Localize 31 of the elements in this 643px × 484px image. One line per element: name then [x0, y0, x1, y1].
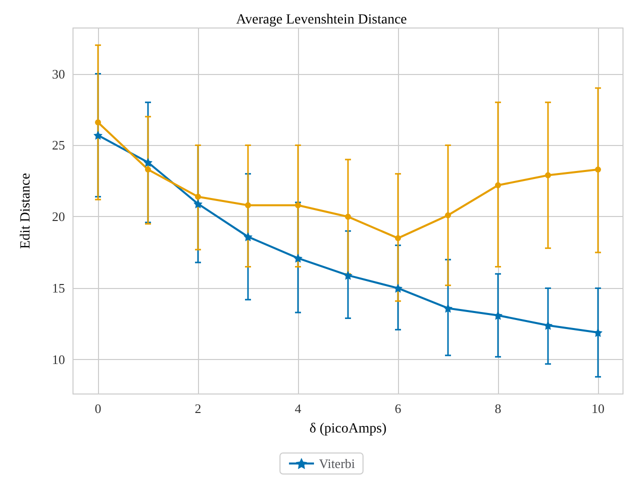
point	[244, 232, 252, 242]
y-tick-label: 20	[52, 209, 65, 224]
x-axis-title: δ (picoAmps)	[310, 422, 387, 436]
chart-title: Average Levenshtein Distance	[236, 12, 407, 28]
point	[95, 119, 101, 126]
x-tick-label: 2	[194, 401, 202, 416]
y-tick-label: 10	[52, 352, 65, 368]
legend-label: Viterbi	[318, 456, 356, 471]
y-tick-label: 25	[52, 138, 65, 153]
point	[395, 235, 401, 242]
y-tick-label: 15	[52, 280, 65, 296]
point	[445, 212, 451, 218]
point	[245, 202, 251, 208]
point	[595, 166, 601, 173]
x-tick-label: 0	[94, 401, 102, 416]
point	[495, 182, 501, 188]
y-tick-label: 30	[52, 66, 65, 82]
x-tick-label: 8	[494, 401, 502, 416]
point	[294, 254, 302, 263]
point	[144, 158, 152, 167]
point	[145, 166, 151, 173]
point	[545, 172, 551, 178]
point	[394, 284, 402, 293]
point	[195, 194, 201, 200]
y-axis-title: Edit Distance	[18, 173, 34, 249]
point	[194, 199, 202, 208]
point	[94, 130, 102, 140]
x-tick-label: 10	[592, 401, 604, 416]
x-tick-label: 6	[394, 401, 402, 416]
point	[345, 214, 351, 220]
x-tick-label: 4	[294, 401, 302, 416]
